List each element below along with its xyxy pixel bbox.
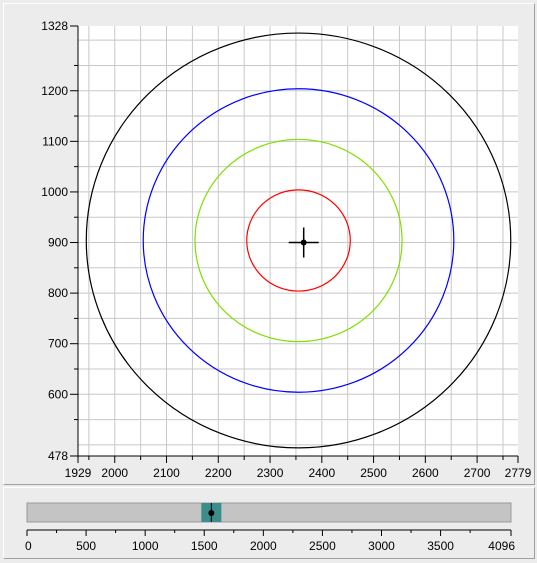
y-axis: 1328 1200 1100 1000 900 800 700 600 478 bbox=[41, 19, 79, 463]
y-tick-label: 800 bbox=[48, 286, 68, 300]
x-tick-label: 2700 bbox=[464, 466, 491, 480]
x-tick-label: 2500 bbox=[360, 466, 387, 480]
slider-tick-label: 0 bbox=[25, 539, 32, 553]
y-tick-label: 900 bbox=[48, 236, 68, 250]
slider-tick-label: 3500 bbox=[427, 539, 454, 553]
y-tick-label: 1328 bbox=[41, 19, 68, 33]
slider-tick-label: 3000 bbox=[368, 539, 395, 553]
slider-tick-label: 500 bbox=[76, 539, 96, 553]
crosshair-dot bbox=[300, 239, 307, 246]
x-tick-label: 2300 bbox=[257, 466, 284, 480]
slider-tick-label: 4096 bbox=[488, 539, 515, 553]
slider-thumb-dot bbox=[208, 510, 215, 516]
slider-scale: 0 500 1000 1500 2000 2500 3000 3500 4096 bbox=[25, 530, 515, 553]
x-tick-label: 2400 bbox=[308, 466, 335, 480]
x-tick-label: 1929 bbox=[65, 466, 92, 480]
y-tick-label: 1000 bbox=[41, 185, 68, 199]
xy-plot: 1328 1200 1100 1000 900 800 700 600 478 1929 2000… bbox=[41, 19, 532, 480]
circle-2 bbox=[194, 138, 403, 343]
circle-3 bbox=[246, 189, 351, 292]
center-crosshair-icon bbox=[288, 227, 319, 258]
plot-circles bbox=[85, 32, 512, 449]
slider-tick-label: 1000 bbox=[132, 539, 159, 553]
slider-tick-label: 2500 bbox=[309, 539, 336, 553]
x-tick-label: 2100 bbox=[153, 466, 180, 480]
circle-0 bbox=[85, 32, 512, 449]
x-tick-label: 2779 bbox=[505, 466, 532, 480]
slider-thumb[interactable] bbox=[201, 503, 222, 522]
slider-tick-label: 2000 bbox=[250, 539, 277, 553]
slider-panel: 0 500 1000 1500 2000 2500 3000 3500 4096 bbox=[3, 487, 535, 559]
y-tick-label: 478 bbox=[48, 449, 68, 463]
xy-plot-panel: 1328 1200 1100 1000 900 800 700 600 478 1929 2000… bbox=[3, 3, 535, 485]
slider-track[interactable] bbox=[26, 502, 512, 523]
y-tick-label: 700 bbox=[48, 337, 68, 351]
x-tick-label: 2600 bbox=[412, 466, 439, 480]
circle-1 bbox=[142, 88, 455, 393]
y-tick-label: 1200 bbox=[41, 84, 68, 98]
y-tick-label: 1100 bbox=[42, 134, 68, 148]
x-axis: 1929 2000 2100 2200 2300 2400 2500 2600 2700 2779 bbox=[65, 455, 532, 480]
x-tick-label: 2200 bbox=[205, 466, 232, 480]
y-tick-label: 600 bbox=[48, 387, 68, 401]
plot-area bbox=[78, 26, 518, 456]
position-slider[interactable]: 0 500 1000 1500 2000 2500 3000 3500 4096 bbox=[4, 488, 534, 558]
slider-tick-label: 1500 bbox=[191, 539, 218, 553]
x-tick-label: 2000 bbox=[101, 466, 128, 480]
